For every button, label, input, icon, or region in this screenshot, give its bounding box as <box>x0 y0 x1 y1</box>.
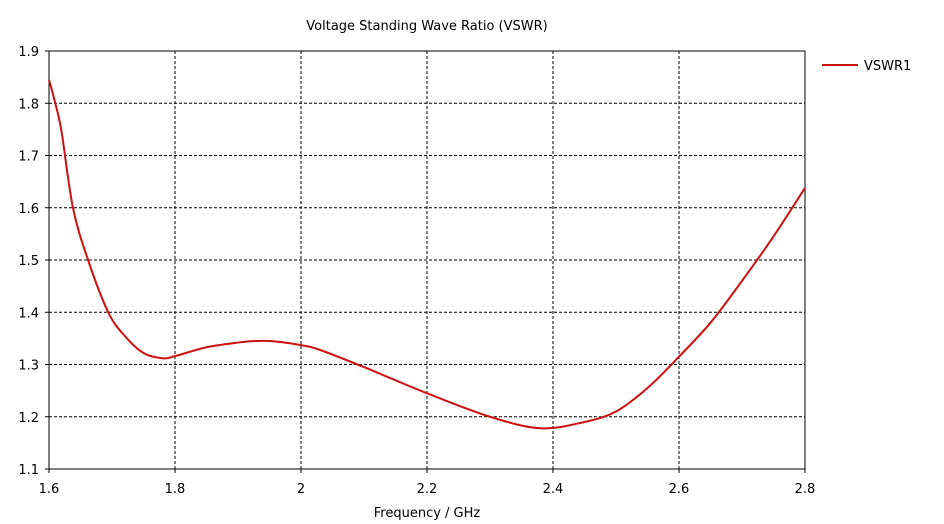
legend-label: VSWR1 <box>864 59 911 74</box>
x-tick-label: 2.6 <box>669 482 690 497</box>
y-tick-label: 1.3 <box>18 359 39 374</box>
chart-title: Voltage Standing Wave Ratio (VSWR) <box>306 19 547 34</box>
y-tick-label: 1.2 <box>18 411 39 426</box>
x-tick-label: 1.8 <box>165 482 186 497</box>
x-tick-label: 2 <box>297 482 305 497</box>
y-tick-label: 1.9 <box>18 45 39 60</box>
x-tick-label: 2.2 <box>417 482 438 497</box>
y-tick-label: 1.4 <box>18 306 39 321</box>
y-tick-label: 1.1 <box>18 463 39 478</box>
y-tick-label: 1.7 <box>18 150 39 165</box>
legend: VSWR1 <box>822 59 911 74</box>
x-axis-label: Frequency / GHz <box>374 506 481 521</box>
series-line-vswr1 <box>48 79 806 430</box>
x-tick-label: 1.6 <box>39 482 60 497</box>
x-tick-label: 2.4 <box>543 482 564 497</box>
y-tick-label: 1.5 <box>18 254 39 269</box>
y-tick-label: 1.8 <box>18 97 39 112</box>
x-tick-label: 2.8 <box>795 482 816 497</box>
y-tick-label: 1.6 <box>18 202 39 217</box>
plot-frame <box>48 50 806 470</box>
